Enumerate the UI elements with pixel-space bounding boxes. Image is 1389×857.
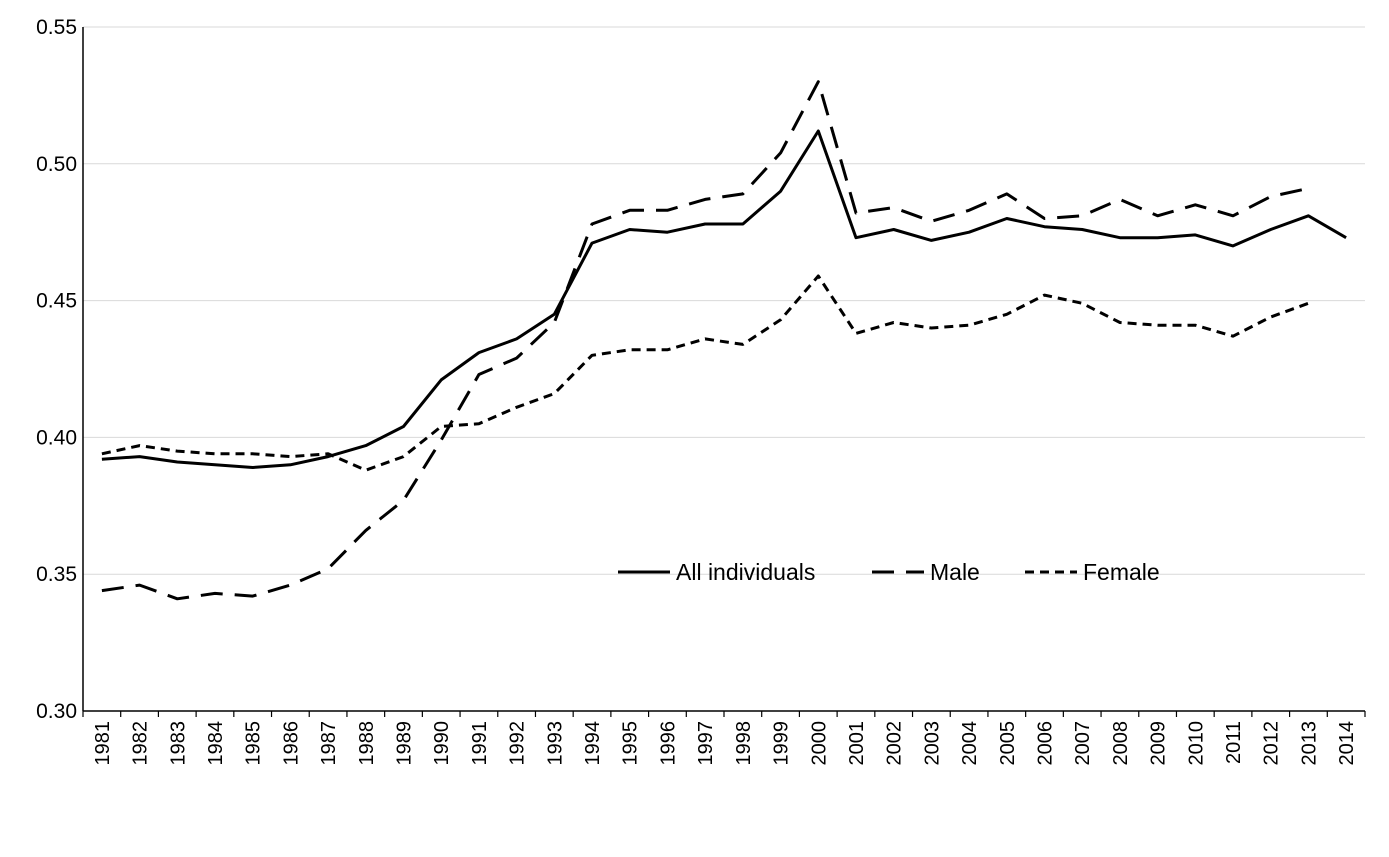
y-tick-label: 0.45 — [36, 290, 77, 313]
x-tick-label: 1995 — [620, 721, 642, 766]
series-line-all-individuals — [101, 129, 1347, 469]
x-tick-label: 1991 — [469, 721, 491, 766]
y-tick-label: 0.35 — [36, 563, 77, 586]
x-tick-label: 1989 — [394, 721, 416, 766]
x-tick-label: 2008 — [1110, 721, 1132, 766]
x-tick-label: 2005 — [997, 721, 1019, 766]
x-tick-label: 1986 — [280, 721, 302, 766]
x-tick-label: 1996 — [657, 721, 679, 766]
y-tick-label: 0.50 — [36, 153, 77, 176]
series-line-female — [101, 274, 1309, 472]
y-tick-label: 0.30 — [36, 700, 77, 723]
x-tick-label: 2014 — [1336, 721, 1358, 766]
x-tick-label: 2003 — [921, 721, 943, 766]
x-tick-label: 2001 — [846, 721, 868, 766]
x-tick-label: 1988 — [356, 721, 378, 766]
y-tick-label: 0.40 — [36, 426, 77, 449]
x-tick-label: 1992 — [507, 721, 529, 766]
x-tick-label: 1998 — [733, 721, 755, 766]
x-tick-label: 1990 — [431, 721, 453, 766]
x-tick-label: 1983 — [167, 721, 189, 766]
gridlines — [83, 26, 1365, 575]
x-tick-label: 2004 — [959, 721, 981, 766]
x-tick-label: 1987 — [318, 721, 340, 766]
x-tick-label: 2011 — [1223, 721, 1245, 764]
x-tick-label: 1994 — [582, 721, 604, 766]
x-tick-label: 1984 — [205, 721, 227, 766]
axes: 0.30 0.35 0.40 0.45 0.50 0.55 1981 1982 1983 1984… — [36, 16, 1366, 766]
x-tick-label: 2013 — [1298, 721, 1320, 766]
x-tick-label: 1999 — [771, 721, 793, 766]
x-tick-label: 2000 — [808, 721, 830, 766]
legend-label: Male — [930, 559, 980, 585]
series-line-male — [101, 80, 1309, 601]
x-tick-label: 2009 — [1148, 721, 1170, 766]
legend: All individuals Male Female — [618, 559, 1160, 585]
x-tick-label: 2012 — [1261, 721, 1283, 766]
series-lines — [101, 80, 1347, 601]
legend-label: Female — [1083, 559, 1160, 585]
x-tick-label: 1982 — [130, 721, 152, 766]
x-tick-label: 2006 — [1035, 721, 1057, 766]
x-tick-label: 1993 — [544, 721, 566, 766]
y-tick-label: 0.55 — [36, 16, 77, 39]
legend-label: All individuals — [676, 559, 815, 585]
x-tick-label: 1997 — [695, 721, 717, 766]
x-tick-label: 1985 — [243, 721, 265, 766]
x-tick-label: 2002 — [884, 721, 906, 766]
x-tick-label: 2010 — [1185, 721, 1207, 766]
x-tick-label: 2007 — [1072, 721, 1094, 766]
x-tick-label: 1981 — [92, 721, 114, 766]
